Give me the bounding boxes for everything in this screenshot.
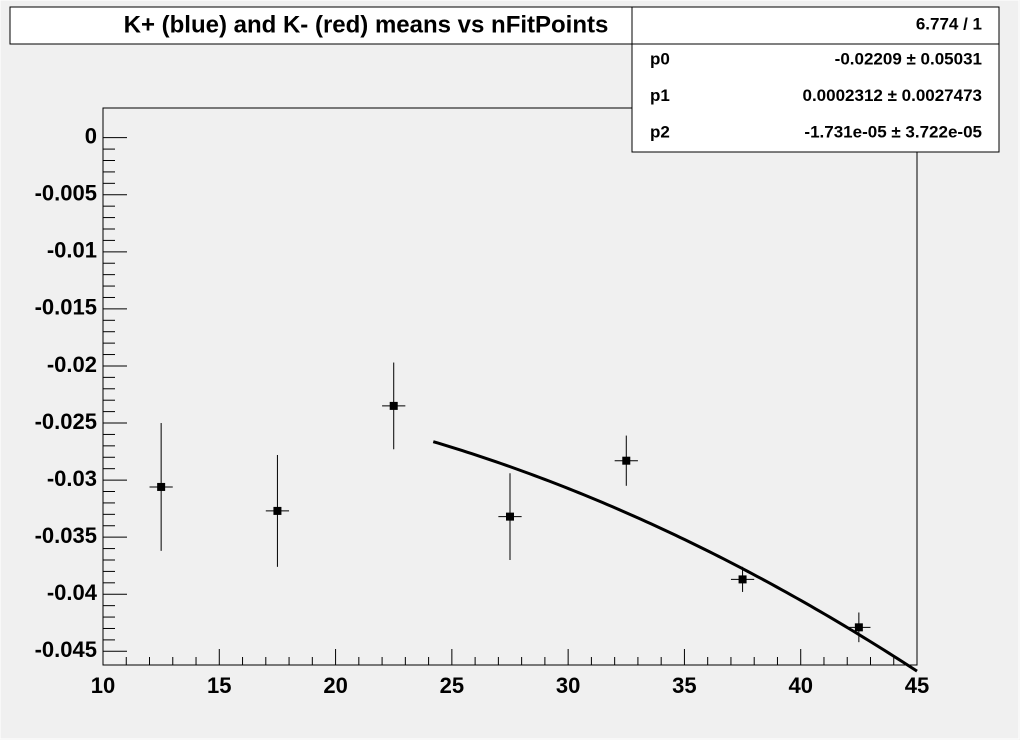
y-tick-label: -0.045: [35, 637, 97, 662]
y-tick-label: -0.01: [47, 238, 97, 263]
param-value: -1.731e-05 ± 3.722e-05: [804, 122, 982, 141]
y-tick-label: -0.03: [47, 466, 97, 491]
x-tick-label: 30: [556, 673, 580, 698]
marker: [622, 456, 631, 465]
y-tick-label: -0.015: [35, 295, 97, 320]
chart-title: K+ (blue) and K- (red) means vs nFitPoin…: [124, 11, 609, 38]
param-value: -0.02209 ± 0.05031: [835, 49, 982, 68]
y-tick-label: 0: [85, 123, 97, 148]
param-name: p0: [650, 49, 670, 68]
marker: [738, 575, 747, 584]
y-tick-label: -0.04: [47, 580, 98, 605]
x-tick-label: 10: [91, 673, 115, 698]
x-tick-label: 15: [207, 673, 231, 698]
fit-curve: [432, 440, 918, 673]
marker: [389, 401, 398, 410]
y-tick-label: -0.02: [47, 352, 97, 377]
title-box: [9, 6, 724, 45]
x-tick-label: 35: [672, 673, 696, 698]
x-tick-label: 20: [323, 673, 347, 698]
marker: [854, 623, 863, 632]
x-tick-label: 45: [905, 673, 929, 698]
marker: [506, 512, 514, 521]
frame: [102, 107, 918, 666]
param-name: p2: [650, 122, 670, 141]
chi2-ndf: 6.774 / 1: [916, 14, 982, 33]
x-tick-label: 25: [440, 673, 464, 698]
marker: [273, 506, 282, 515]
param-name: p1: [650, 86, 670, 105]
x-tick-label: 40: [788, 673, 812, 698]
y-tick-label: -0.005: [35, 181, 97, 206]
y-tick-label: -0.035: [35, 523, 97, 548]
y-tick-label: -0.025: [35, 409, 97, 434]
marker: [157, 482, 166, 491]
stats-box: [631, 6, 1000, 153]
param-value: 0.0002312 ± 0.0027473: [803, 86, 983, 105]
